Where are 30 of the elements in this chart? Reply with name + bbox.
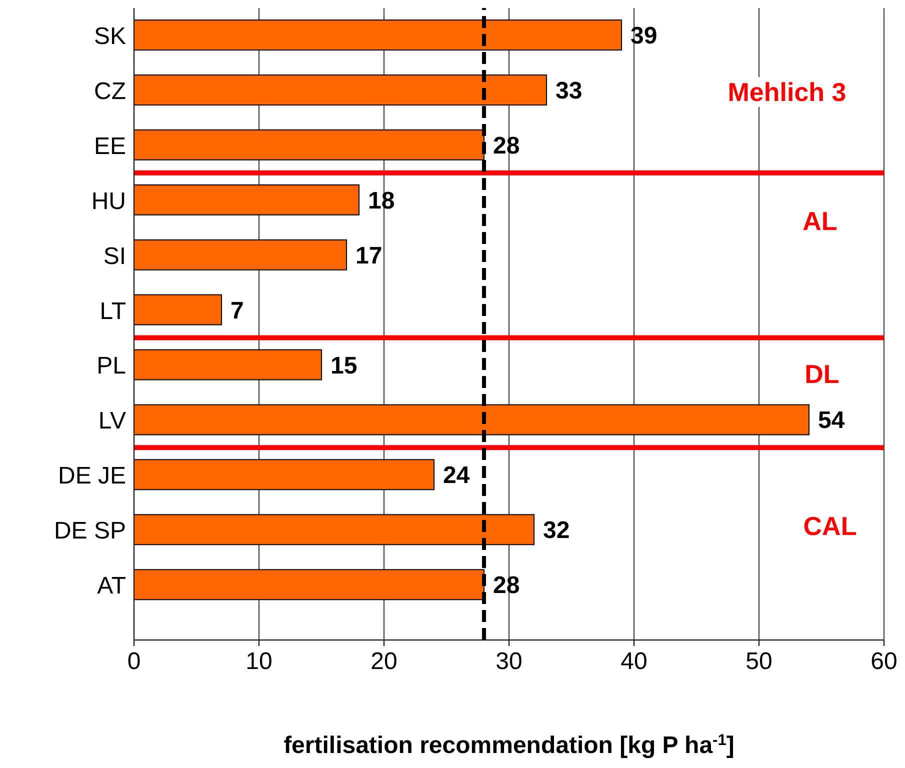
x-tick-label: 30 [496,648,522,676]
y-tick-label: PL [96,352,126,380]
y-tick-label: LT [100,298,126,325]
x-tick-label: 10 [246,648,272,676]
y-tick-label: CZ [94,78,126,105]
x-tick-label: 20 [370,648,398,676]
x-tick-label: 50 [746,648,772,676]
x-tick-label: 0 [127,648,141,676]
y-tick-label: SK [94,23,126,50]
x-tick-label: 60 [870,648,898,676]
data-label: 24 [443,462,470,490]
y-tick-label: EE [94,132,126,160]
annotation: Mehlich 3 [724,77,850,107]
y-tick-label: DE SP [54,518,126,545]
x-tick-label: 40 [620,648,648,676]
annotation: CAL [799,511,861,541]
y-tick-label: HU [91,188,126,215]
data-label: 7 [230,297,244,324]
y-tick-label: SI [103,242,126,270]
y-tick-label: AT [97,572,126,600]
data-label: 54 [818,407,846,434]
data-label: 33 [556,77,582,104]
x-axis-title: fertilisation recommendation [kg P ha$^{-1}$] [284,732,734,759]
data-label: 17 [356,242,382,270]
data-label: 15 [330,352,358,380]
annotation: DL [800,359,844,389]
annotation: AL [798,206,842,236]
data-label: 32 [543,517,570,544]
y-tick-label: DE JE [58,462,126,490]
y-tick-label: LV [98,408,126,435]
